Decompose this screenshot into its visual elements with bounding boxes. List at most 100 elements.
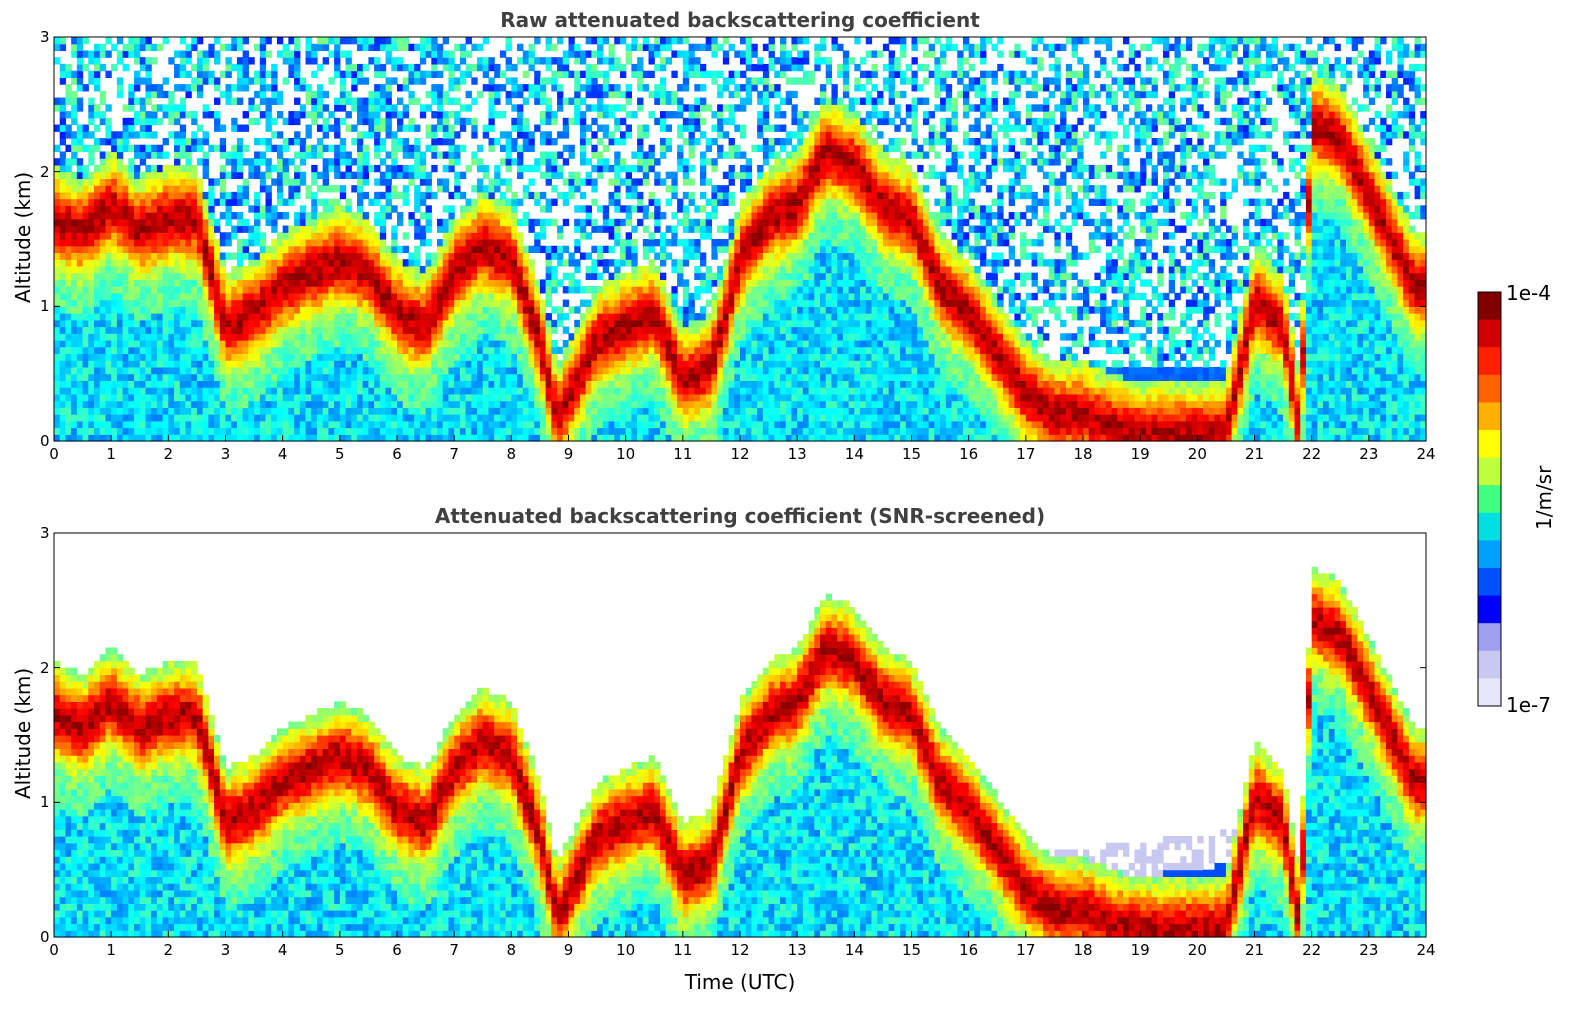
heatmap-cell	[414, 319, 421, 328]
heatmap-cell	[648, 393, 655, 402]
heatmap-cell	[414, 259, 421, 267]
heatmap-cell	[82, 299, 89, 307]
heatmap-cell	[437, 117, 444, 126]
heatmap-cell	[122, 191, 129, 200]
heatmap-cell	[391, 131, 398, 139]
heatmap-cell	[76, 333, 84, 341]
heatmap-cell	[574, 185, 581, 193]
heatmap-cell	[448, 286, 455, 294]
heatmap-cell	[328, 272, 335, 280]
heatmap-cell	[94, 346, 101, 355]
heatmap-cell	[614, 185, 621, 193]
heatmap-cell	[545, 353, 552, 361]
heatmap-cell	[488, 360, 495, 368]
heatmap-cell	[111, 43, 118, 52]
heatmap-cell	[654, 313, 661, 321]
heatmap-cell	[374, 313, 381, 321]
heatmap-cell	[259, 286, 267, 294]
heatmap-cell	[648, 286, 655, 294]
heatmap-cell	[162, 111, 169, 119]
heatmap-cell	[631, 111, 638, 119]
heatmap-cell	[259, 232, 267, 240]
heatmap-cell	[477, 252, 484, 260]
heatmap-cell	[334, 252, 341, 260]
heatmap-cell	[545, 218, 552, 227]
heatmap-cell	[385, 333, 392, 341]
heatmap-cell	[259, 393, 267, 402]
heatmap-cell	[557, 306, 564, 314]
heatmap-cell	[391, 252, 398, 260]
heatmap-cell	[448, 319, 455, 328]
heatmap-cell	[288, 292, 295, 301]
heatmap-cell	[225, 340, 232, 348]
heatmap-cell	[408, 346, 415, 355]
heatmap-cell	[602, 164, 610, 173]
heatmap-cell	[282, 286, 289, 294]
heatmap-cell	[505, 319, 512, 328]
heatmap-cell	[156, 373, 164, 381]
heatmap-cell	[156, 84, 164, 92]
heatmap-cell	[156, 90, 164, 99]
heatmap-cell	[499, 198, 507, 206]
heatmap-cell	[454, 218, 461, 227]
heatmap-cell	[299, 414, 307, 422]
heatmap-cell	[648, 326, 655, 334]
heatmap-cell	[82, 353, 89, 361]
heatmap-cell	[557, 259, 564, 267]
heatmap-cell	[162, 420, 169, 429]
heatmap-cell	[562, 340, 570, 348]
heatmap-cell	[71, 43, 78, 52]
heatmap-cell	[437, 245, 444, 254]
heatmap-cell	[225, 360, 232, 368]
heatmap-cell	[465, 387, 472, 395]
heatmap-cell	[151, 239, 158, 247]
heatmap-cell	[431, 131, 438, 139]
heatmap-cell	[179, 313, 187, 321]
heatmap-cell	[162, 427, 169, 435]
heatmap-cell	[419, 37, 427, 45]
heatmap-cell	[168, 205, 175, 213]
heatmap-cell	[614, 366, 621, 375]
heatmap-cell	[196, 225, 204, 233]
heatmap-cell	[568, 191, 575, 200]
heatmap-cell	[385, 171, 392, 179]
heatmap-cell	[614, 225, 621, 233]
heatmap-cell	[625, 420, 632, 429]
heatmap-cell	[585, 346, 592, 355]
heatmap-cell	[579, 178, 587, 186]
heatmap-cell	[574, 104, 581, 112]
heatmap-cell	[614, 313, 621, 321]
heatmap-cell	[168, 313, 175, 321]
heatmap-cell	[619, 366, 627, 375]
heatmap-cell	[385, 259, 392, 267]
heatmap-cell	[196, 124, 204, 132]
heatmap-cell	[242, 124, 249, 132]
heatmap-cell	[522, 84, 530, 92]
heatmap-cell	[602, 292, 610, 301]
heatmap-cell	[551, 111, 558, 119]
heatmap-cell	[454, 427, 461, 435]
heatmap-cell	[488, 259, 495, 267]
heatmap-cell	[545, 158, 552, 166]
heatmap-cell	[602, 333, 610, 341]
heatmap-cell	[162, 205, 169, 213]
heatmap-cell	[99, 393, 107, 402]
heatmap-cell	[305, 43, 312, 52]
heatmap-cell	[551, 279, 558, 287]
heatmap-cell	[402, 37, 410, 45]
heatmap-cell	[642, 245, 650, 254]
heatmap-cell	[208, 205, 215, 213]
heatmap-cell	[351, 427, 358, 435]
heatmap-cell	[202, 346, 209, 355]
heatmap-cell	[196, 306, 204, 314]
heatmap-cell	[122, 326, 129, 334]
heatmap-cell	[637, 286, 644, 294]
heatmap-cell	[328, 360, 335, 368]
heatmap-cell	[242, 198, 249, 206]
heatmap-cell	[202, 158, 209, 166]
heatmap-cell	[528, 191, 535, 200]
heatmap-cell	[88, 346, 95, 355]
heatmap-cell	[88, 171, 95, 179]
heatmap-cell	[71, 259, 78, 267]
heatmap-cell	[454, 434, 461, 442]
